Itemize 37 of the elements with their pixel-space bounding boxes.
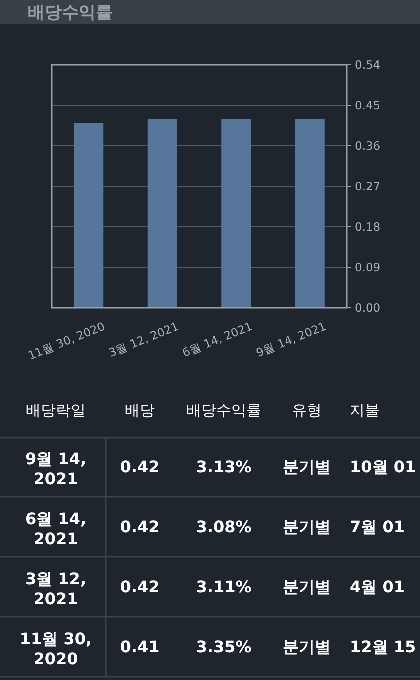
text: 배당 — [125, 401, 155, 420]
text: 6월 14, 2021 — [25, 510, 87, 549]
text: 배당락일 — [26, 401, 86, 420]
chart-title: 배당수익률 — [28, 3, 113, 23]
text: 3.35% — [196, 638, 252, 657]
text: 9월 14, 2021 — [25, 450, 87, 489]
x-tick-label: 6월 14, 2021 — [180, 319, 255, 360]
text: 지불 — [350, 401, 380, 420]
text: 분기별 — [283, 458, 331, 477]
text: 3월 12, 2021 — [25, 570, 87, 609]
y-tick-label: 0.18 — [355, 220, 381, 234]
text: 4월 01 — [350, 578, 405, 597]
y-tick-label: 0.09 — [355, 260, 381, 275]
text: 0.42 — [120, 458, 160, 477]
y-tick-label: 0.36 — [355, 139, 381, 154]
text: 유형 — [292, 401, 322, 420]
y-tick-label: 0.27 — [355, 180, 381, 194]
text: 11월 30, 2020 — [20, 630, 92, 669]
text: 0.42 — [120, 518, 160, 537]
text: 0.42 — [120, 578, 160, 597]
text: 3.08% — [196, 518, 252, 537]
x-tick-label: 11월 30, 2020 — [26, 319, 108, 363]
text: 7월 01 — [350, 518, 405, 537]
text: 분기별 — [283, 638, 331, 657]
text: 3.13% — [196, 458, 252, 477]
text: 12월 15 — [350, 638, 416, 657]
y-tick-label: 0.45 — [355, 98, 381, 113]
x-tick-label: 3월 12, 2021 — [106, 319, 181, 360]
text: 분기별 — [283, 518, 331, 537]
text: 분기별 — [283, 578, 331, 597]
text: 3.11% — [196, 578, 252, 597]
text: 배당수익률 — [186, 401, 262, 420]
y-tick-label: 0.54 — [355, 58, 381, 72]
x-tick-label: 9월 14, 2021 — [254, 319, 328, 360]
y-tick-label: 0.00 — [355, 301, 381, 316]
text: 0.41 — [120, 638, 160, 657]
text: 10월 01 — [350, 458, 416, 477]
